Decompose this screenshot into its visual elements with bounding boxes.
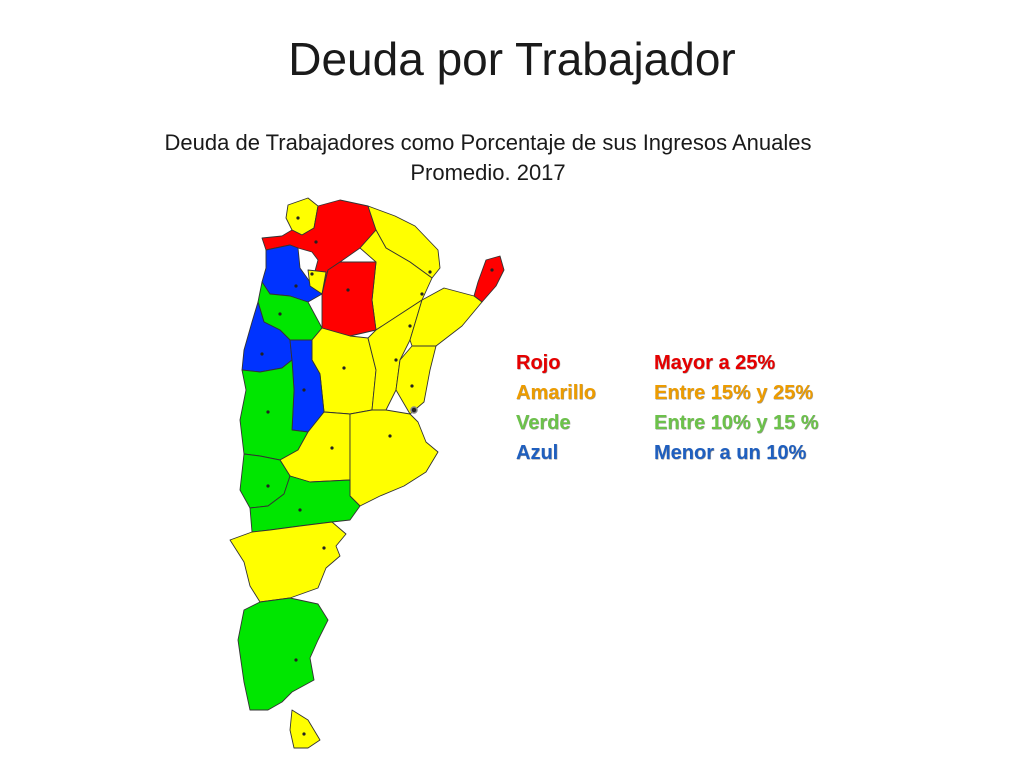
capital-marker [410, 384, 414, 388]
legend-label: Rojo [516, 352, 561, 374]
subtitle-line-1: Deuda de Trabajadores como Porcentaje de… [164, 130, 812, 155]
capital-marker [260, 352, 264, 356]
capital-marker [314, 240, 318, 244]
legend-label: Amarillo [516, 382, 597, 404]
capital-marker [302, 388, 306, 392]
capital-marker [346, 288, 350, 292]
capital-marker [294, 658, 298, 662]
buenos-aires-city-marker [410, 406, 418, 414]
legend-row-amarillo: Amarillo Entre 15% y 25% [516, 378, 876, 408]
legend-row-rojo: Rojo Mayor a 25% [516, 348, 876, 378]
capital-marker [296, 216, 300, 220]
capital-marker [302, 732, 306, 736]
subtitle-line-2: Promedio. 2017 [410, 160, 566, 185]
region-santiago-del-estero [321, 261, 377, 337]
capital-marker [310, 272, 314, 276]
capital-marker [420, 292, 424, 296]
region-chubut [229, 521, 347, 603]
argentina-map-svg [229, 197, 505, 749]
capital-marker [330, 446, 334, 450]
legend-label: Azul [516, 442, 559, 464]
region-catamarca [261, 244, 323, 303]
legend-range: Entre 10% y 15 % [654, 412, 819, 434]
legend-range: Entre 15% y 25% [654, 382, 813, 404]
capital-marker [394, 358, 398, 362]
capital-marker [278, 312, 282, 316]
capital-marker [266, 484, 270, 488]
legend-range: Mayor a 25% [654, 352, 776, 374]
capital-marker [490, 268, 494, 272]
legend-range: Menor a un 10% [654, 442, 807, 464]
legend-row-azul: Azul Menor a un 10% [516, 438, 876, 468]
legend-label: Verde [516, 412, 571, 434]
map-legend: Rojo Mayor a 25% Amarillo Entre 15% y 25% Ve… [516, 348, 876, 468]
capital-marker [408, 324, 412, 328]
capital-marker [428, 270, 432, 274]
capital-marker [294, 284, 298, 288]
capital-marker [266, 410, 270, 414]
region-corrientes [409, 287, 483, 347]
capital-marker [322, 546, 326, 550]
legend-row-verde: Verde Entre 10% y 15 % [516, 408, 876, 438]
region-tierra-del-fuego [289, 709, 321, 749]
capital-marker [298, 508, 302, 512]
province-capital-markers [260, 216, 494, 736]
capital-marker [388, 434, 392, 438]
map-subtitle: Deuda de Trabajadores como Porcentaje de… [40, 128, 936, 188]
region-buenos-aires [349, 409, 439, 507]
region-misiones [473, 255, 505, 303]
region-santa-cruz [237, 597, 329, 711]
page-title: Deuda por Trabajador [288, 33, 736, 85]
argentina-map [200, 190, 520, 760]
capital-marker [342, 366, 346, 370]
